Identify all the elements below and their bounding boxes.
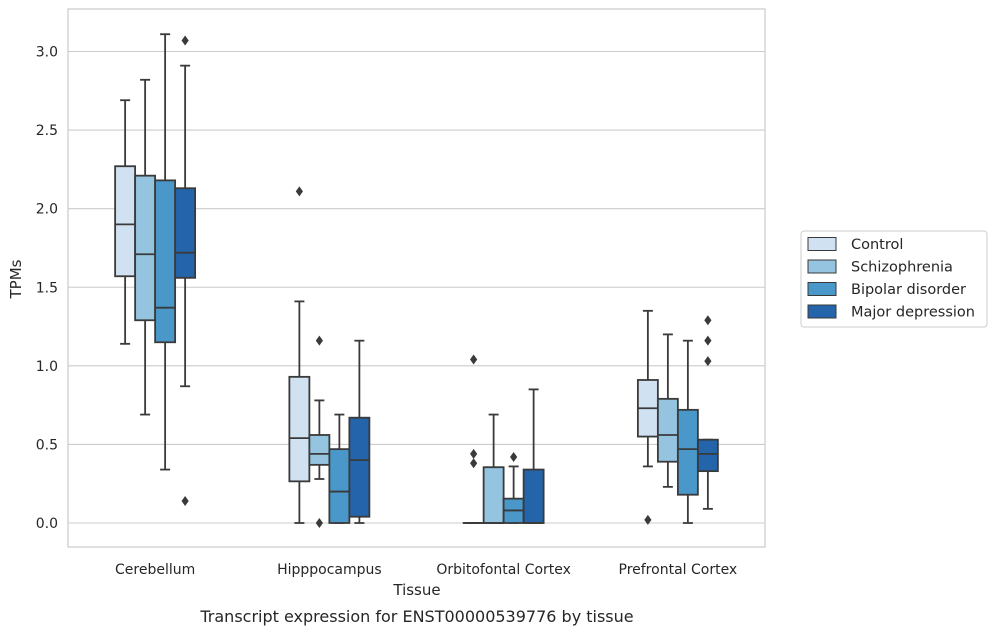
box-body — [328, 448, 351, 524]
y-tick-label: 0.5 — [36, 437, 58, 453]
box-body — [134, 174, 157, 322]
outlier-point — [510, 451, 518, 462]
outlier-point — [315, 518, 323, 528]
box-major-depression — [348, 339, 371, 524]
y-tick-label: 2.5 — [36, 123, 58, 139]
x-tick-label: Orbitofontal Cortex — [436, 562, 571, 578]
box-major-depression — [174, 35, 197, 506]
y-tick-label: 1.0 — [36, 359, 58, 375]
box-body — [114, 165, 137, 278]
outlier-point — [181, 35, 189, 46]
y-axis-ticks: 0.0 0.5 1.0 1.5 2.0 2.5 3.0 — [36, 45, 58, 533]
y-tick-label: 1.5 — [36, 280, 58, 296]
outlier-point — [644, 514, 652, 525]
box-major-depression — [522, 388, 545, 524]
box-control — [636, 309, 659, 525]
box-body — [522, 468, 545, 524]
box-body — [656, 397, 679, 463]
box-major-depression — [696, 315, 719, 510]
x-axis-label: Tissue — [392, 581, 440, 599]
box-body — [676, 408, 699, 496]
outlier-point — [470, 354, 478, 365]
legend-frame — [800, 230, 988, 328]
box-body — [308, 434, 331, 466]
box-schizophrenia — [656, 333, 679, 488]
y-axis-label: TPMs — [7, 259, 25, 299]
legend-label: Control — [851, 237, 903, 253]
legend-swatch — [807, 304, 837, 319]
outlier-point — [470, 458, 478, 469]
x-tick-label: Prefrontal Cortex — [619, 562, 738, 578]
legend-swatch — [807, 282, 837, 296]
plot-frame — [67, 8, 766, 548]
outlier-point — [295, 186, 303, 197]
box-control — [288, 186, 311, 524]
box-control — [114, 99, 137, 345]
y-tick-label: 2.0 — [36, 202, 58, 218]
legend-label: Bipolar disorder — [851, 282, 966, 298]
box-schizophrenia — [308, 335, 331, 528]
y-tick-label: 3.0 — [36, 45, 58, 61]
box-bipolar-disorder — [328, 413, 351, 524]
box-body — [174, 187, 197, 279]
legend-swatch — [807, 237, 837, 251]
outlier-point — [704, 315, 712, 326]
outlier-point — [704, 335, 712, 346]
box-bipolar-disorder — [502, 451, 525, 524]
legend-label: Major depression — [851, 305, 975, 321]
box-body — [154, 179, 177, 344]
box-bipolar-disorder — [154, 33, 177, 471]
x-tick-label: Hipppocampus — [277, 562, 382, 578]
legend-swatch — [807, 259, 837, 274]
outlier-point — [181, 495, 189, 506]
legend-label: Schizophrenia — [851, 260, 953, 276]
outlier-point — [315, 335, 323, 346]
box-body — [482, 466, 505, 524]
chart-caption: Transcript expression for ENST0000053977… — [199, 607, 633, 626]
box-body — [348, 416, 371, 518]
box-series — [114, 33, 719, 528]
outlier-point — [704, 356, 712, 367]
y-tick-label: 0.0 — [36, 516, 58, 532]
legend: Control Schizophrenia Bipolar disorder Majo… — [800, 230, 988, 328]
box-control — [462, 354, 485, 524]
box-body — [696, 438, 719, 473]
x-tick-label: Cerebellum — [115, 562, 195, 578]
box-bipolar-disorder — [676, 339, 699, 524]
outlier-point — [470, 448, 478, 459]
x-axis-ticks: Cerebellum Hipppocampus Orbitofontal Corte… — [115, 562, 737, 578]
box-schizophrenia — [482, 413, 505, 524]
box-body — [288, 375, 311, 483]
